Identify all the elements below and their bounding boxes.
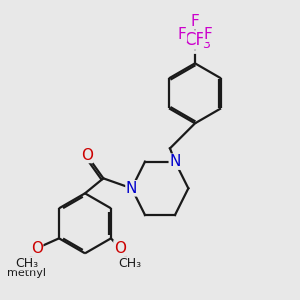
- Text: methyl: methyl: [7, 268, 46, 278]
- Text: 3: 3: [202, 38, 210, 50]
- Text: CH₃: CH₃: [118, 257, 142, 270]
- Text: O: O: [31, 241, 43, 256]
- Text: N: N: [126, 181, 137, 196]
- Text: O: O: [81, 148, 93, 163]
- Text: F: F: [203, 26, 212, 41]
- Text: CH₃: CH₃: [15, 257, 38, 270]
- Text: N: N: [169, 154, 181, 169]
- Text: O: O: [114, 241, 126, 256]
- Text: F: F: [178, 26, 187, 41]
- Text: CF: CF: [184, 31, 206, 49]
- Text: F: F: [190, 14, 200, 29]
